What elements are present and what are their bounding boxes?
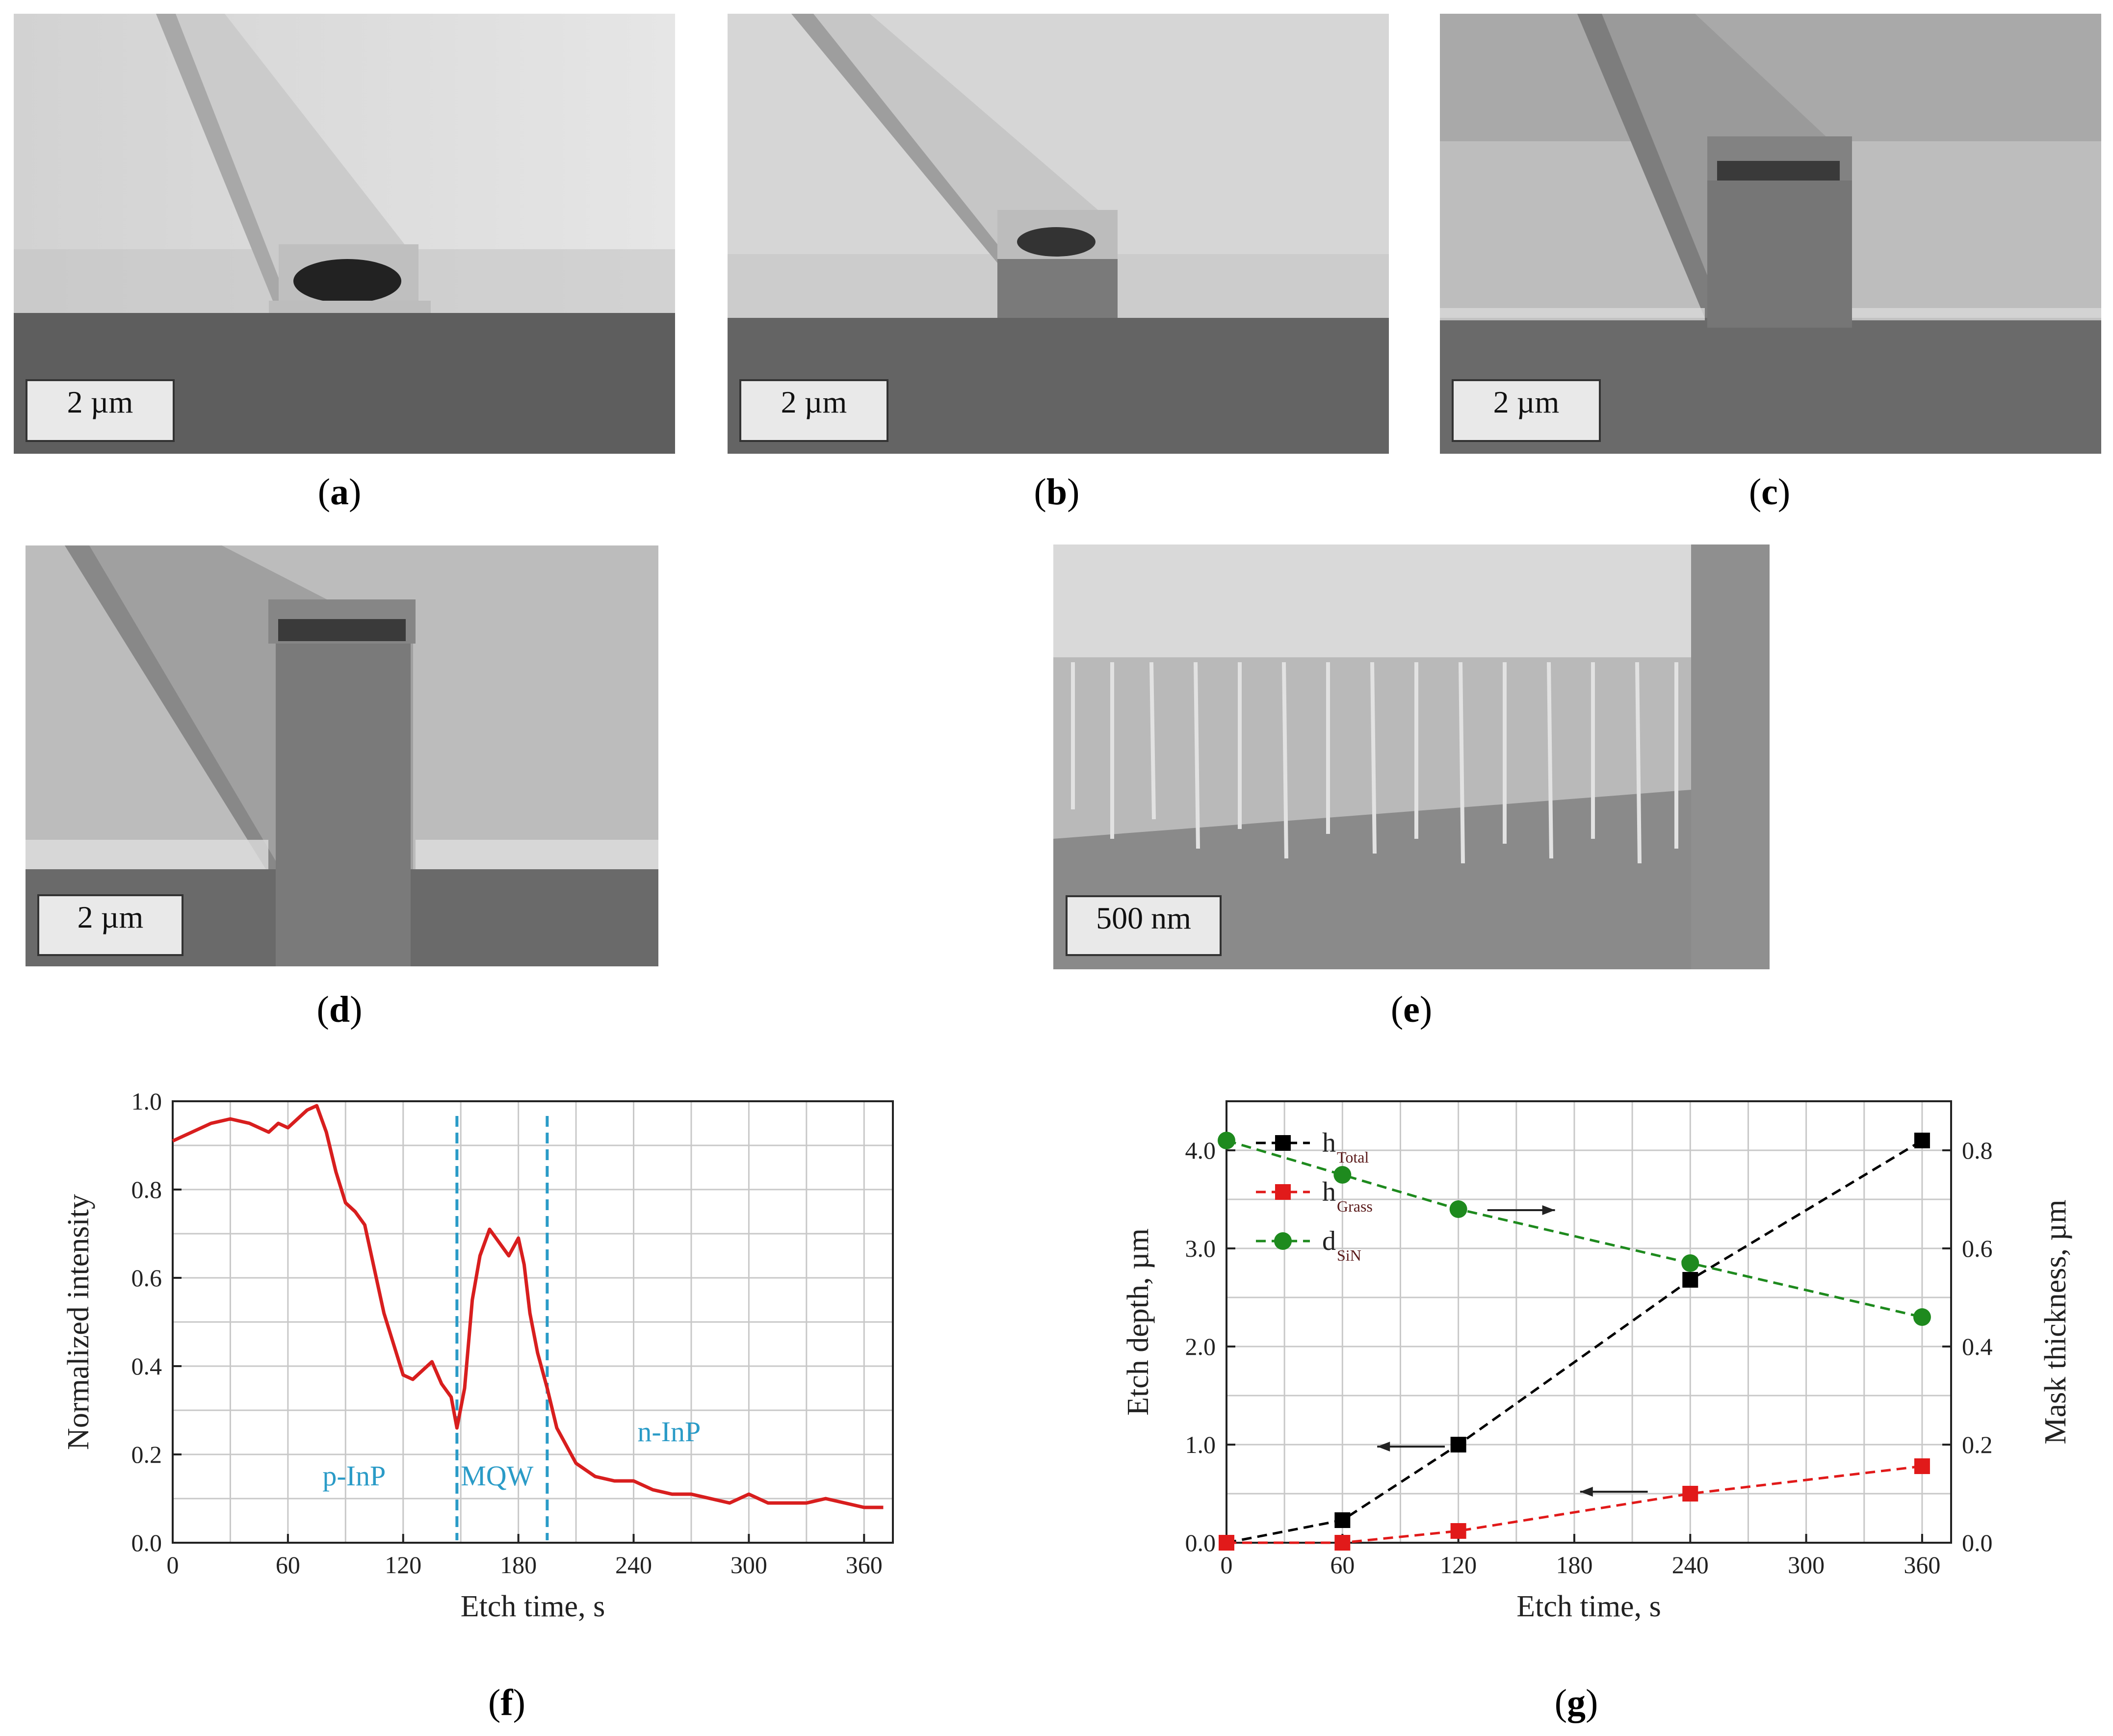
caption-c: (c)	[1748, 471, 1791, 513]
y-tick-label: 1.0	[131, 1088, 162, 1115]
y2-tick-label: 0.2	[1962, 1431, 1993, 1458]
x-tick-label: 240	[1672, 1551, 1709, 1579]
y-axis-label: Normalized intensity	[62, 1194, 95, 1450]
region-label: p-InP	[322, 1460, 386, 1492]
scale-bar-a: 2 µm	[26, 379, 175, 442]
series-d-sin-point	[1913, 1308, 1931, 1326]
y-tick-label: 0.4	[131, 1352, 162, 1380]
arrow-to-left-axis-head	[1377, 1442, 1390, 1451]
series-h-total-point	[1450, 1437, 1466, 1452]
series-d-sin-point	[1333, 1166, 1352, 1184]
legend-label-sub: SiN	[1337, 1246, 1361, 1264]
y2-tick-label: 0.4	[1962, 1333, 1993, 1360]
x-tick-label: 60	[276, 1551, 300, 1579]
caption-g: (g)	[1554, 1682, 1598, 1723]
x-tick-label: 120	[1440, 1551, 1477, 1579]
scale-bar-e: 500 nm	[1066, 895, 1222, 956]
legend-label-sub: Total	[1337, 1148, 1369, 1166]
legend-marker	[1274, 1232, 1292, 1250]
y2-tick-label: 0.8	[1962, 1137, 1993, 1164]
caption-a: (a)	[317, 471, 362, 513]
caption-f: (f)	[488, 1682, 525, 1723]
intensity-series-line	[172, 1104, 884, 1509]
arrow-to-left-axis-head	[1580, 1487, 1593, 1497]
x-tick-label: 120	[385, 1551, 421, 1579]
series-h-grass-point	[1450, 1523, 1466, 1539]
x-tick-label: 180	[500, 1551, 537, 1579]
y-tick-label: 0.0	[1185, 1529, 1216, 1556]
x-tick-label: 360	[846, 1551, 883, 1579]
scale-bar-d: 2 µm	[37, 894, 183, 956]
x-tick-label: 300	[1788, 1551, 1825, 1579]
series-h-grass-point	[1219, 1535, 1234, 1551]
y-tick-label: 3.0	[1185, 1235, 1216, 1262]
y-tick-label: 0.6	[131, 1264, 162, 1292]
y-axis-label: Etch depth, µm	[1122, 1228, 1155, 1416]
series-h-total-point	[1914, 1133, 1930, 1148]
legend-marker	[1275, 1184, 1291, 1200]
y-tick-label: 0.0	[131, 1529, 162, 1556]
legend-label: h	[1322, 1177, 1336, 1207]
plot-frame	[172, 1100, 894, 1544]
scale-bar-c: 2 µm	[1452, 379, 1601, 442]
sem-image-b	[728, 14, 1389, 454]
y2-tick-label: 0.0	[1962, 1529, 1993, 1556]
x-tick-label: 300	[730, 1551, 767, 1579]
legend-marker	[1275, 1135, 1291, 1151]
chart-g-etch-depth: 0 60 120 180 240 300 360 0.0 1.0 2.0 3.0 4.0 0.0 0.2 0…	[1079, 1069, 2113, 1678]
scale-bar-label: 500 nm	[1096, 901, 1191, 935]
caption-b: (b)	[1034, 471, 1080, 513]
x-tick-label: 60	[1330, 1551, 1355, 1579]
series-h-total-point	[1682, 1272, 1698, 1288]
chart-f-intensity: 0 60 120 180 240 300 360 0.0 0.2 0.4 0.6 0.8 1.0 p-In…	[0, 1069, 981, 1678]
scale-bar-label: 2 µm	[77, 900, 144, 934]
y-tick-label: 1.0	[1185, 1431, 1216, 1458]
scale-bar-b: 2 µm	[739, 379, 888, 442]
legend-label: h	[1322, 1128, 1336, 1158]
plot-frame	[1226, 1100, 1952, 1544]
series-d-sin-point	[1218, 1132, 1235, 1149]
y-tick-label: 0.2	[131, 1441, 162, 1468]
x-tick-label: 0	[167, 1551, 179, 1579]
y-tick-label: 2.0	[1185, 1333, 1216, 1360]
series-d-sin-point	[1449, 1200, 1467, 1218]
region-label: MQW	[461, 1460, 533, 1492]
legend-label-sub: Grass	[1337, 1197, 1373, 1215]
scale-bar-label: 2 µm	[781, 385, 847, 419]
sem-image-c	[1440, 14, 2101, 454]
x-tick-label: 240	[615, 1551, 652, 1579]
scale-bar-label: 2 µm	[1493, 385, 1560, 419]
x-tick-label: 360	[1904, 1551, 1940, 1579]
arrow-to-right-axis-head	[1542, 1205, 1555, 1215]
y2-tick-label: 0.6	[1962, 1235, 1993, 1262]
x-axis-label: Etch time, s	[1516, 1590, 1661, 1623]
series-d-sin-point	[1681, 1254, 1699, 1272]
x-tick-label: 180	[1556, 1551, 1592, 1579]
scale-bar-label: 2 µm	[67, 385, 133, 419]
y-tick-label: 4.0	[1185, 1137, 1216, 1164]
caption-d: (d)	[316, 989, 363, 1030]
legend-label: d	[1322, 1226, 1336, 1256]
y-tick-label: 0.8	[131, 1176, 162, 1203]
y2-axis-label: Mask thickness, µm	[2039, 1200, 2072, 1445]
series-h-total-point	[1334, 1512, 1351, 1528]
sem-image-a	[14, 14, 675, 454]
series-h-grass-point	[1682, 1486, 1698, 1502]
caption-e: (e)	[1390, 989, 1433, 1030]
x-axis-label: Etch time, s	[461, 1590, 605, 1623]
series-h-grass-point	[1914, 1458, 1930, 1474]
series-h-grass-point	[1334, 1535, 1351, 1551]
sem-image-d	[26, 545, 658, 966]
region-label: n-InP	[637, 1416, 701, 1448]
x-tick-label: 0	[1221, 1551, 1233, 1579]
